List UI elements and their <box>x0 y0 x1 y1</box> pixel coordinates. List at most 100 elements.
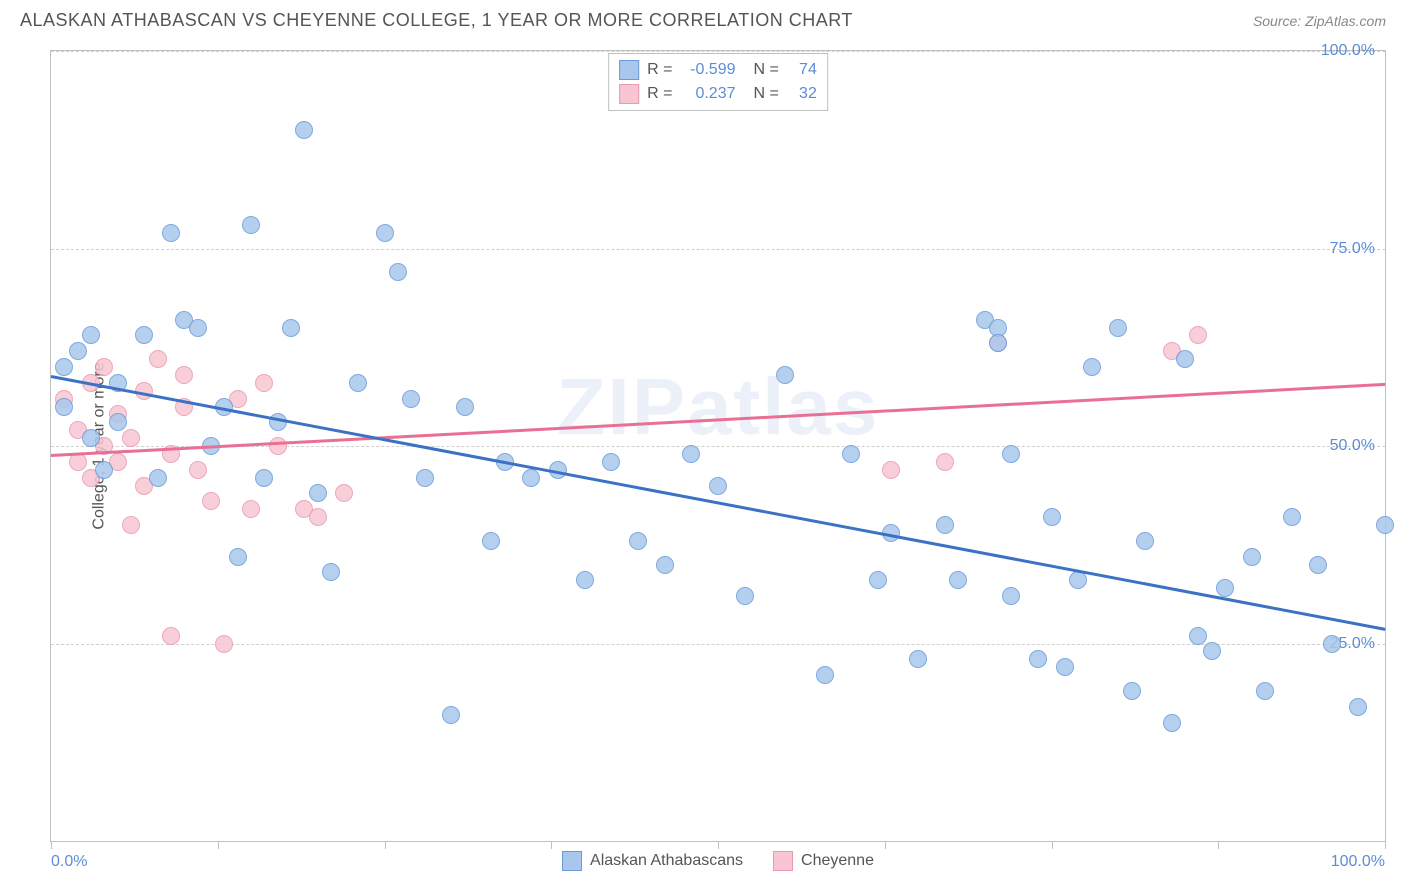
data-point-athabascan <box>1069 571 1087 589</box>
legend-item-athabascan: Alaskan Athabascans <box>562 851 743 871</box>
data-point-athabascan <box>1323 635 1341 653</box>
data-point-athabascan <box>1002 445 1020 463</box>
data-point-athabascan <box>869 571 887 589</box>
legend-stat-row: R =0.237N =32 <box>619 82 817 106</box>
data-point-athabascan <box>656 556 674 574</box>
data-point-cheyenne <box>202 492 220 510</box>
n-label: N = <box>754 85 779 103</box>
xtick <box>1218 841 1219 849</box>
data-point-athabascan <box>416 469 434 487</box>
legend-swatch-athabascan <box>562 851 582 871</box>
data-point-athabascan <box>1109 319 1127 337</box>
legend-label-cheyenne: Cheyenne <box>801 852 874 870</box>
data-point-athabascan <box>309 484 327 502</box>
r-label: R = <box>647 61 672 79</box>
data-point-athabascan <box>909 650 927 668</box>
gridline-y <box>51 644 1385 645</box>
xtick-label: 100.0% <box>1331 853 1385 871</box>
xtick <box>1052 841 1053 849</box>
xtick <box>385 841 386 849</box>
data-point-athabascan <box>482 532 500 550</box>
data-point-athabascan <box>842 445 860 463</box>
source-attribution: Source: ZipAtlas.com <box>1253 13 1386 29</box>
data-point-cheyenne <box>95 358 113 376</box>
data-point-athabascan <box>1002 587 1020 605</box>
n-value: 74 <box>787 61 817 79</box>
r-value: 0.237 <box>681 85 736 103</box>
data-point-cheyenne <box>309 508 327 526</box>
data-point-athabascan <box>242 216 260 234</box>
data-point-cheyenne <box>242 500 260 518</box>
data-point-cheyenne <box>122 429 140 447</box>
xtick <box>551 841 552 849</box>
data-point-athabascan <box>602 453 620 471</box>
legend-stat-row: R =-0.599N =74 <box>619 58 817 82</box>
data-point-cheyenne <box>162 627 180 645</box>
plot-area: 25.0%50.0%75.0%100.0%0.0%100.0% <box>51 51 1385 841</box>
data-point-athabascan <box>629 532 647 550</box>
legend-swatch-cheyenne <box>773 851 793 871</box>
data-point-cheyenne <box>122 516 140 534</box>
data-point-athabascan <box>389 263 407 281</box>
ytick-label: 100.0% <box>1321 42 1375 60</box>
data-point-athabascan <box>1283 508 1301 526</box>
data-point-athabascan <box>709 477 727 495</box>
data-point-athabascan <box>295 121 313 139</box>
data-point-athabascan <box>255 469 273 487</box>
data-point-athabascan <box>109 413 127 431</box>
data-point-athabascan <box>1163 714 1181 732</box>
data-point-cheyenne <box>882 461 900 479</box>
chart-container: College, 1 year or more ZIPatlas 25.0%50… <box>50 50 1386 842</box>
data-point-cheyenne <box>149 350 167 368</box>
data-point-athabascan <box>1189 627 1207 645</box>
series-legend: Alaskan Athabascans Cheyenne <box>562 851 874 871</box>
data-point-athabascan <box>229 548 247 566</box>
ytick-label: 50.0% <box>1330 437 1375 455</box>
data-point-athabascan <box>69 342 87 360</box>
data-point-cheyenne <box>175 366 193 384</box>
data-point-athabascan <box>576 571 594 589</box>
data-point-athabascan <box>816 666 834 684</box>
ytick-label: 75.0% <box>1330 240 1375 258</box>
xtick <box>218 841 219 849</box>
legend-label-athabascan: Alaskan Athabascans <box>590 852 743 870</box>
data-point-athabascan <box>736 587 754 605</box>
gridline-y <box>51 446 1385 447</box>
data-point-cheyenne <box>189 461 207 479</box>
data-point-athabascan <box>1029 650 1047 668</box>
data-point-athabascan <box>682 445 700 463</box>
data-point-cheyenne <box>255 374 273 392</box>
data-point-athabascan <box>1256 682 1274 700</box>
data-point-athabascan <box>1176 350 1194 368</box>
data-point-cheyenne <box>335 484 353 502</box>
xtick-label: 0.0% <box>51 853 87 871</box>
data-point-athabascan <box>135 326 153 344</box>
data-point-athabascan <box>162 224 180 242</box>
data-point-athabascan <box>936 516 954 534</box>
data-point-athabascan <box>349 374 367 392</box>
data-point-athabascan <box>1203 642 1221 660</box>
data-point-cheyenne <box>215 635 233 653</box>
xtick <box>51 841 52 849</box>
legend-swatch <box>619 60 639 80</box>
r-label: R = <box>647 85 672 103</box>
data-point-athabascan <box>376 224 394 242</box>
xtick <box>1385 841 1386 849</box>
data-point-athabascan <box>776 366 794 384</box>
data-point-athabascan <box>189 319 207 337</box>
data-point-athabascan <box>402 390 420 408</box>
data-point-athabascan <box>456 398 474 416</box>
data-point-cheyenne <box>269 437 287 455</box>
xtick <box>718 841 719 849</box>
legend-swatch <box>619 84 639 104</box>
data-point-athabascan <box>95 461 113 479</box>
data-point-athabascan <box>1043 508 1061 526</box>
data-point-athabascan <box>55 358 73 376</box>
data-point-athabascan <box>82 326 100 344</box>
chart-header: ALASKAN ATHABASCAN VS CHEYENNE COLLEGE, … <box>0 0 1406 36</box>
data-point-athabascan <box>1349 698 1367 716</box>
gridline-y <box>51 51 1385 52</box>
data-point-athabascan <box>1136 532 1154 550</box>
data-point-athabascan <box>989 334 1007 352</box>
data-point-athabascan <box>1243 548 1261 566</box>
